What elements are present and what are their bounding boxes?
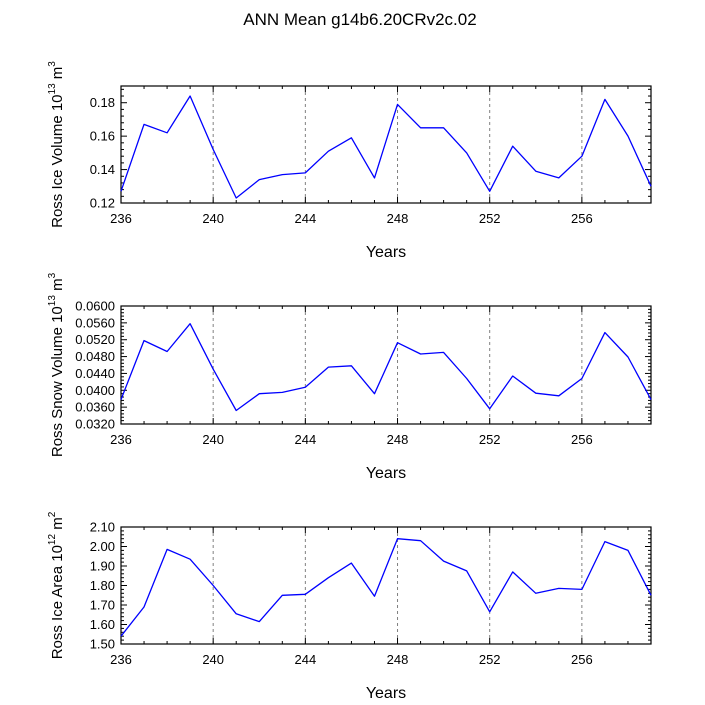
y-tick-label: 0.0560: [75, 315, 115, 330]
x-tick-label: 252: [479, 432, 501, 447]
y-tick-label: 1.90: [90, 559, 115, 574]
y-axis-label: Ross Ice Volume 1013 m3: [47, 61, 66, 228]
x-tick-label: 252: [479, 211, 501, 226]
y-tick-label: 2.10: [90, 520, 115, 535]
series-line: [120, 538, 652, 637]
x-tick-label: 256: [571, 652, 593, 667]
y-tick-label: 1.50: [90, 637, 115, 652]
y-tick-label: 0.18: [90, 95, 115, 110]
x-tick-label: 248: [387, 211, 409, 226]
x-tick-label: 236: [110, 211, 132, 226]
y-tick-label: 0.0400: [75, 383, 115, 398]
panel-3: 236 240 244 248 252 256 1.50 1.60 1.70 1.80 1.90 2.…: [47, 511, 652, 702]
x-tick-label: 252: [479, 652, 501, 667]
series-line: [120, 323, 652, 412]
y-tick-label: 2.00: [90, 539, 115, 554]
y-tick-label: 0.0480: [75, 349, 115, 364]
y-axis-label-unit: m: [49, 278, 66, 295]
panel-1: 236 240 244 248 252 256 0.12 0.14 0.16 0.18 Years R…: [47, 61, 652, 261]
x-tick-label: 248: [387, 432, 409, 447]
y-axis-label-unit-exponent: 3: [47, 272, 58, 278]
y-tick-label: 1.60: [90, 617, 115, 632]
y-axis-label: Ross Snow Volume 1013 m3: [47, 272, 66, 457]
x-tick-label: 240: [202, 211, 224, 226]
x-tick-label: 240: [202, 652, 224, 667]
plot-frame: [120, 526, 652, 645]
plot-frame: [120, 85, 652, 204]
x-tick-label: 248: [387, 652, 409, 667]
x-tick-label: 240: [202, 432, 224, 447]
y-tick-label: 0.0360: [75, 400, 115, 415]
x-tick-label: 244: [294, 432, 316, 447]
y-tick-label: 0.14: [90, 162, 115, 177]
y-axis-label: Ross Ice Area 1012 m2: [47, 511, 66, 659]
y-tick-label: 0.0320: [75, 417, 115, 432]
plot-frame: [120, 305, 652, 425]
y-axis-label-exponent: 13: [47, 83, 58, 95]
x-axis-label: Years: [366, 465, 406, 482]
series-line: [120, 95, 652, 199]
y-axis-label-unit: m: [49, 67, 66, 84]
y-axis-label-exponent: 13: [47, 295, 58, 307]
y-tick-label: 1.70: [90, 598, 115, 613]
x-tick-label: 244: [294, 652, 316, 667]
y-tick-label: 0.0520: [75, 332, 115, 347]
chart-title: ANN Mean g14b6.20CRv2c.02: [243, 10, 476, 29]
x-tick-label: 236: [110, 432, 132, 447]
y-axis-label-unit-exponent: 2: [47, 511, 58, 517]
y-axis-label-exponent: 12: [47, 534, 58, 546]
x-axis-label: Years: [366, 685, 406, 702]
y-tick-label: 0.0440: [75, 366, 115, 381]
y-axis-label-text: Ross Snow Volume 10: [49, 306, 66, 457]
y-axis-label-unit-exponent: 3: [47, 61, 58, 67]
x-tick-label: 256: [571, 432, 593, 447]
y-axis-label-text: Ross Ice Area 10: [49, 545, 66, 659]
y-axis-label-text: Ross Ice Volume 10: [49, 94, 66, 227]
y-tick-label: 1.80: [90, 578, 115, 593]
panel-2: 236 240 244 248 252 256 0.0320 0.0360 0.0400 0.04…: [47, 272, 652, 482]
y-tick-label: 0.12: [90, 196, 115, 211]
x-tick-label: 244: [294, 211, 316, 226]
x-axis-label: Years: [366, 244, 406, 261]
y-axis-label-unit: m: [49, 517, 66, 534]
y-tick-label: 0.0600: [75, 299, 115, 314]
y-tick-label: 0.16: [90, 129, 115, 144]
x-tick-label: 256: [571, 211, 593, 226]
x-tick-label: 236: [110, 652, 132, 667]
